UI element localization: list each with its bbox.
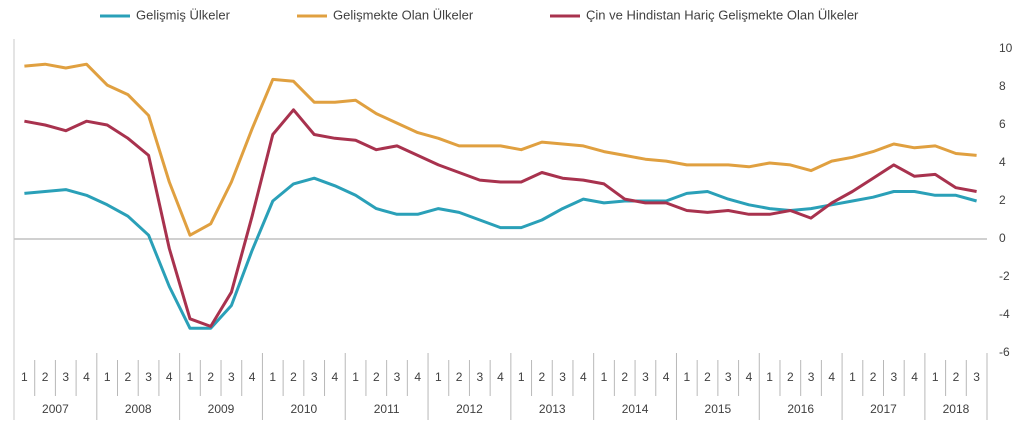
y-tick-label: 2 [999, 193, 1006, 207]
x-tick-label: 1 [269, 370, 276, 384]
year-label: 2012 [456, 402, 483, 416]
x-tick-label: 3 [559, 370, 566, 384]
year-label: 2009 [208, 402, 235, 416]
x-tick-label: 1 [435, 370, 442, 384]
year-label: 2017 [870, 402, 897, 416]
x-tick-label: 2 [290, 370, 297, 384]
series-line [24, 108, 977, 328]
x-tick-label: 4 [414, 370, 421, 384]
x-tick-label: 4 [83, 370, 90, 384]
series-line [24, 176, 977, 330]
x-tick-label: 4 [332, 370, 339, 384]
x-tick-label: 1 [104, 370, 111, 384]
year-label: 2010 [290, 402, 317, 416]
x-tick-label: 2 [870, 370, 877, 384]
y-tick-label: 10 [999, 41, 1013, 55]
x-tick-label: 3 [973, 370, 980, 384]
y-tick-label: -2 [999, 269, 1010, 283]
x-tick-label: 2 [704, 370, 711, 384]
x-tick-label: 2 [456, 370, 463, 384]
x-tick-label: 2 [953, 370, 960, 384]
legend-label: Gelişmekte Olan Ülkeler [333, 7, 474, 22]
x-tick-label: 3 [311, 370, 318, 384]
x-tick-label: 3 [476, 370, 483, 384]
x-tick-label: 4 [746, 370, 753, 384]
legend: Gelişmiş Ülkeler Gelişmekte Olan Ülkeler Ç… [100, 7, 859, 22]
legend-label: Çin ve Hindistan Hariç Gelişmekte Olan Ü… [586, 7, 859, 22]
x-tick-label: 3 [145, 370, 152, 384]
x-tick-label: 2 [207, 370, 214, 384]
x-tick-label: 4 [828, 370, 835, 384]
y-tick-label: -6 [999, 345, 1010, 359]
year-label: 2013 [539, 402, 566, 416]
x-tick-label: 2 [621, 370, 628, 384]
year-label: 2008 [125, 402, 152, 416]
x-tick-label: 4 [580, 370, 587, 384]
x-tick-label: 2 [125, 370, 132, 384]
legend-label: Gelişmiş Ülkeler [136, 7, 231, 22]
y-tick-label: 4 [999, 155, 1006, 169]
x-tick-label: 3 [228, 370, 235, 384]
series-line [24, 62, 977, 237]
x-tick-label: 4 [497, 370, 504, 384]
y-tick-label: 8 [999, 79, 1006, 93]
y-tick-label: -4 [999, 307, 1010, 321]
year-label: 2015 [705, 402, 732, 416]
x-tick-label: 2 [42, 370, 49, 384]
x-tick-label: 4 [663, 370, 670, 384]
x-tick-label: 1 [518, 370, 525, 384]
y-tick-label: 6 [999, 117, 1006, 131]
x-tick-label: 1 [187, 370, 194, 384]
year-label: 2016 [787, 402, 814, 416]
x-tick-label: 1 [601, 370, 608, 384]
x-tick-label: 3 [642, 370, 649, 384]
x-tick-label: 1 [683, 370, 690, 384]
x-tick-label: 3 [62, 370, 69, 384]
x-tick-label: 2 [373, 370, 380, 384]
x-tick-label: 4 [166, 370, 173, 384]
x-tick-label: 3 [394, 370, 401, 384]
x-tick-label: 3 [725, 370, 732, 384]
y-tick-label: 0 [999, 231, 1006, 245]
year-label: 2007 [42, 402, 69, 416]
x-tick-label: 2 [787, 370, 794, 384]
x-tick-label: 3 [890, 370, 897, 384]
x-tick-label: 1 [849, 370, 856, 384]
year-label: 2014 [622, 402, 649, 416]
x-tick-label: 4 [911, 370, 918, 384]
x-tick-label: 3 [808, 370, 815, 384]
x-tick-label: 2 [539, 370, 546, 384]
year-label: 2018 [943, 402, 970, 416]
x-tick-label: 4 [249, 370, 256, 384]
x-tick-label: 1 [352, 370, 359, 384]
year-label: 2011 [374, 402, 400, 416]
x-tick-label: 1 [932, 370, 939, 384]
x-tick-label: 1 [21, 370, 28, 384]
x-tick-label: 1 [766, 370, 773, 384]
